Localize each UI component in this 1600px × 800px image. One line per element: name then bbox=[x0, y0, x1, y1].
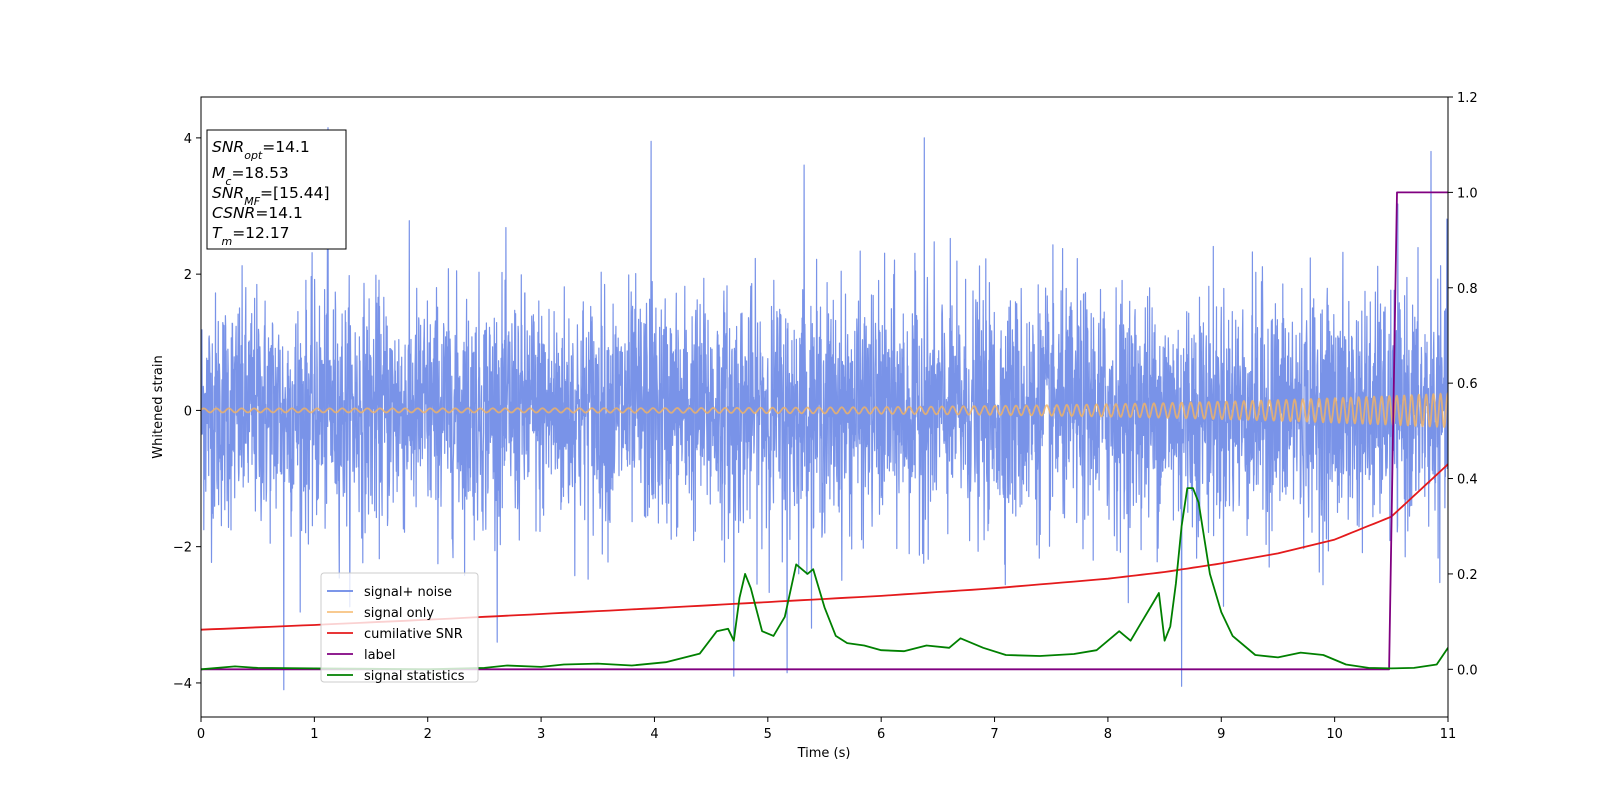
x-tick-label: 4 bbox=[650, 727, 658, 742]
y-right-tick-label: 1.2 bbox=[1457, 91, 1478, 106]
info-csnr: CSNR=14.1 bbox=[212, 204, 303, 222]
legend-label: signal+ noise bbox=[364, 585, 452, 600]
x-axis: 0 1 2 3 4 5 6 7 8 9 10 11 bbox=[197, 717, 1456, 742]
x-tick-label: 7 bbox=[990, 727, 998, 742]
x-tick-label: 10 bbox=[1326, 727, 1343, 742]
y-left-tick-label: −2 bbox=[173, 541, 192, 556]
y-right-tick-label: 0.6 bbox=[1457, 377, 1478, 392]
x-tick-label: 3 bbox=[537, 727, 545, 742]
info-box: SNRopt=14.1 Mc=18.53 SNRMF=[15.44] CSNR=… bbox=[206, 129, 347, 250]
y-axis-label: Whitened strain bbox=[151, 355, 166, 458]
x-tick-label: 0 bbox=[197, 727, 205, 742]
y-right-tick-label: 0.4 bbox=[1457, 473, 1478, 488]
legend-label: cumilative SNR bbox=[364, 627, 463, 642]
legend-label: label bbox=[364, 648, 395, 663]
y-left-tick-label: 2 bbox=[184, 268, 192, 283]
info-tm: Tm=12.17 bbox=[212, 224, 290, 248]
legend-frame bbox=[320, 572, 479, 683]
legend: signal+ noise signal only cumilative SNR la… bbox=[320, 572, 479, 684]
x-tick-label: 2 bbox=[424, 727, 432, 742]
x-tick-label: 5 bbox=[764, 727, 772, 742]
y-left-tick-label: 0 bbox=[184, 404, 192, 419]
y-axis-right: 0.0 0.2 0.4 0.6 0.8 1.0 1.2 bbox=[1448, 91, 1478, 678]
y-left-tick-label: −4 bbox=[173, 677, 192, 692]
series-line-signal-only bbox=[201, 392, 1448, 428]
x-tick-label: 8 bbox=[1104, 727, 1112, 742]
y-right-tick-label: 0.0 bbox=[1457, 663, 1478, 678]
x-tick-label: 11 bbox=[1440, 727, 1457, 742]
plot-frame bbox=[200, 96, 1449, 718]
info-box-frame bbox=[206, 129, 347, 250]
series-line-signal-statistics bbox=[201, 487, 1448, 671]
y-axis-left: −4 −2 0 2 4 bbox=[173, 132, 201, 692]
y-left-tick-label: 4 bbox=[184, 132, 192, 147]
x-tick-label: 1 bbox=[310, 727, 318, 742]
info-snr-mf: SNRMF=[15.44] bbox=[212, 184, 330, 208]
info-mc: Mc=18.53 bbox=[212, 164, 289, 188]
y-right-tick-label: 0.8 bbox=[1457, 282, 1478, 297]
x-axis-label: Time (s) bbox=[797, 746, 851, 761]
legend-items: signal+ noise signal only cumilative SNR la… bbox=[327, 585, 465, 684]
y-right-tick-label: 0.2 bbox=[1457, 568, 1478, 583]
y-right-tick-label: 1.0 bbox=[1457, 186, 1478, 201]
series-line-label bbox=[201, 191, 1448, 671]
info-snr-opt: SNRopt=14.1 bbox=[212, 138, 310, 162]
legend-label: signal only bbox=[364, 606, 434, 621]
x-tick-label: 9 bbox=[1217, 727, 1225, 742]
x-tick-label: 6 bbox=[877, 727, 885, 742]
legend-label: signal statistics bbox=[364, 669, 465, 684]
